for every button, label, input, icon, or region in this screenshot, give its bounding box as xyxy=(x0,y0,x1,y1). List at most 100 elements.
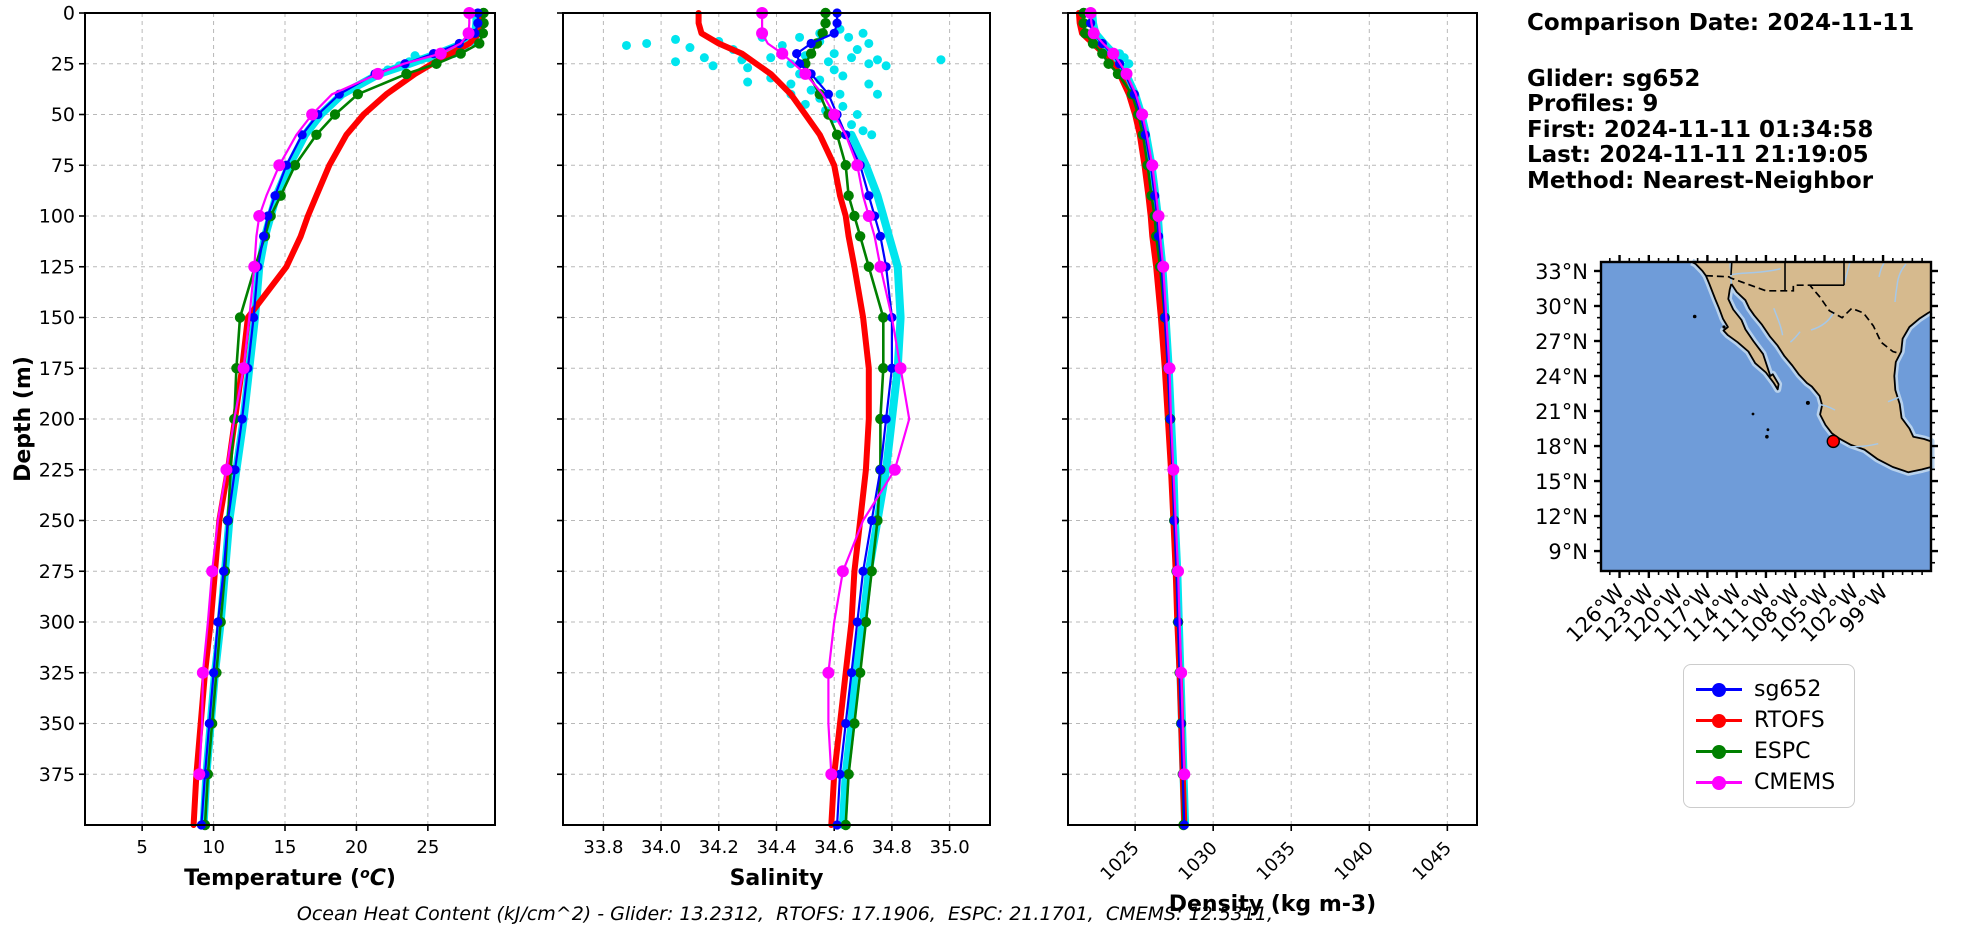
CMEMS-marker xyxy=(1178,768,1191,781)
ESPC-marker xyxy=(878,363,889,374)
map-lat-label: 30°N xyxy=(1535,295,1588,319)
CMEMS-marker xyxy=(220,463,233,476)
CMEMS-marker xyxy=(237,362,250,375)
CMEMS-marker xyxy=(836,565,849,578)
map-lat-label: 24°N xyxy=(1535,365,1588,389)
ESPC-marker xyxy=(878,312,889,323)
ESPC-marker xyxy=(863,261,875,272)
map-lat-label: 21°N xyxy=(1535,400,1588,424)
sg652-marker xyxy=(1176,718,1186,729)
ESPC-marker xyxy=(854,667,866,678)
salinity-axis-label: Salinity xyxy=(730,866,824,891)
sg652-marker xyxy=(852,617,862,627)
legend-item-rtofs[interactable]: RTOFS xyxy=(1696,705,1848,736)
glider-name-text: Glider: sg652 xyxy=(1527,66,1701,92)
map-international-border xyxy=(1705,274,1901,355)
salinity-tick-label: 34.6 xyxy=(814,837,854,858)
ocean-heat-content-footer: Ocean Heat Content (kJ/cm^2) - Glider: 1… xyxy=(296,903,1274,925)
density-tick-label: 1025 xyxy=(1096,838,1143,885)
CMEMS-marker xyxy=(306,108,319,121)
sg652-marker xyxy=(248,312,259,323)
ESPC-marker xyxy=(401,68,412,80)
depth-tick-label: 175 xyxy=(39,358,75,380)
method-text: Method: Nearest-Neighbor xyxy=(1527,168,1874,194)
ESPC-marker xyxy=(234,312,246,323)
density-tick-label: 1040 xyxy=(1331,838,1378,885)
sg652-marker xyxy=(835,769,845,779)
map-lat-label: 12°N xyxy=(1535,505,1588,529)
salinity-glider-raw-scatter xyxy=(621,24,946,140)
CMEMS-marker xyxy=(253,210,266,222)
CMEMS-marker xyxy=(825,768,838,781)
CMEMS-marker xyxy=(1120,67,1133,80)
salinity-series-CMEMS xyxy=(756,7,911,781)
sg652-marker xyxy=(258,231,269,241)
depth-tick-label: 325 xyxy=(39,662,75,684)
CMEMS-marker xyxy=(273,159,286,172)
chart-density: 1025 1030 1035 1040 1045 Density (kg m-3) xyxy=(1062,7,1478,917)
temperature-series-RTOFS xyxy=(190,10,484,828)
CMEMS-marker xyxy=(248,260,261,273)
temperature-grid xyxy=(85,12,495,825)
ESPC-marker xyxy=(289,160,301,171)
sg652-marker xyxy=(846,668,857,678)
sg652-marker xyxy=(864,191,874,201)
ESPC-marker xyxy=(431,58,442,69)
density-tick-label: 1045 xyxy=(1409,838,1456,885)
sg652-marker xyxy=(1150,191,1160,201)
ESPC-marker xyxy=(831,129,843,140)
legend-label: sg652 xyxy=(1754,677,1822,702)
ESPC-marker xyxy=(1103,58,1114,69)
ESPC-marker xyxy=(849,210,860,222)
CMEMS-marker xyxy=(1157,260,1170,273)
salinity-series-glider-raw xyxy=(838,130,905,829)
salinity-axes-frame xyxy=(562,12,991,826)
CMEMS-marker xyxy=(851,159,864,172)
CMEMS-marker xyxy=(822,666,835,679)
chart-salinity: 33.8 34.0 34.2 34.4 34.6 34.8 35.0 Salinity xyxy=(557,7,991,891)
sg652-marker xyxy=(823,89,834,99)
temperature-tick-label: 10 xyxy=(202,837,225,858)
legend-label: ESPC xyxy=(1754,739,1811,764)
map-rivers xyxy=(1729,261,1907,448)
CMEMS-marker xyxy=(776,47,789,60)
CMEMS-line xyxy=(761,11,911,776)
chart-temperature: 5 10 15 20 250255075100125150175200225250275… xyxy=(11,3,496,891)
salinity-tick-label: 33.8 xyxy=(583,837,623,858)
ESPC-marker xyxy=(1078,17,1089,29)
ESPC-marker xyxy=(477,28,489,39)
ESPC-marker xyxy=(455,48,466,59)
depth-tick-label: 300 xyxy=(39,612,75,634)
legend-item-cmems[interactable]: CMEMS xyxy=(1696,767,1848,798)
sg652-marker xyxy=(1160,312,1170,323)
sg652-marker xyxy=(223,515,233,526)
map-lat-label: 18°N xyxy=(1535,435,1588,459)
legend-item-sg652[interactable]: sg652 xyxy=(1696,674,1848,705)
first-time-text: First: 2024-11-11 01:34:58 xyxy=(1527,117,1874,143)
temperature-ticks xyxy=(79,12,429,831)
location-map: 33°N30°N27°N24°N21°N18°N15°N12°N9°N126°W… xyxy=(1535,255,1938,647)
CMEMS-marker xyxy=(1175,666,1188,679)
RTOFS-line xyxy=(695,10,872,828)
CMEMS-marker xyxy=(1152,210,1165,222)
map-lat-label: 27°N xyxy=(1535,330,1588,354)
glider-location-marker[interactable] xyxy=(1826,434,1840,449)
sg652-marker xyxy=(1169,515,1179,526)
CMEMS-marker xyxy=(1087,27,1100,40)
CMEMS-marker xyxy=(862,210,875,222)
sg652-line xyxy=(200,11,479,827)
density-ticks xyxy=(1062,12,1449,831)
legend-item-espc[interactable]: ESPC xyxy=(1696,736,1848,767)
ESPC-marker xyxy=(840,160,851,171)
temperature-axes-frame xyxy=(84,12,496,826)
CMEMS-marker xyxy=(196,666,209,679)
CMEMS-marker xyxy=(894,362,907,375)
cmems-line-marker-icon xyxy=(1696,775,1742,790)
density-tick-label: 1030 xyxy=(1174,838,1221,885)
salinity-tick-label: 34.8 xyxy=(872,837,912,858)
map-islands xyxy=(1692,314,1810,439)
last-time-text: Last: 2024-11-11 21:19:05 xyxy=(1527,142,1869,168)
depth-axis-label: Depth (m) xyxy=(11,356,36,482)
depth-tick-label: 250 xyxy=(39,510,75,532)
